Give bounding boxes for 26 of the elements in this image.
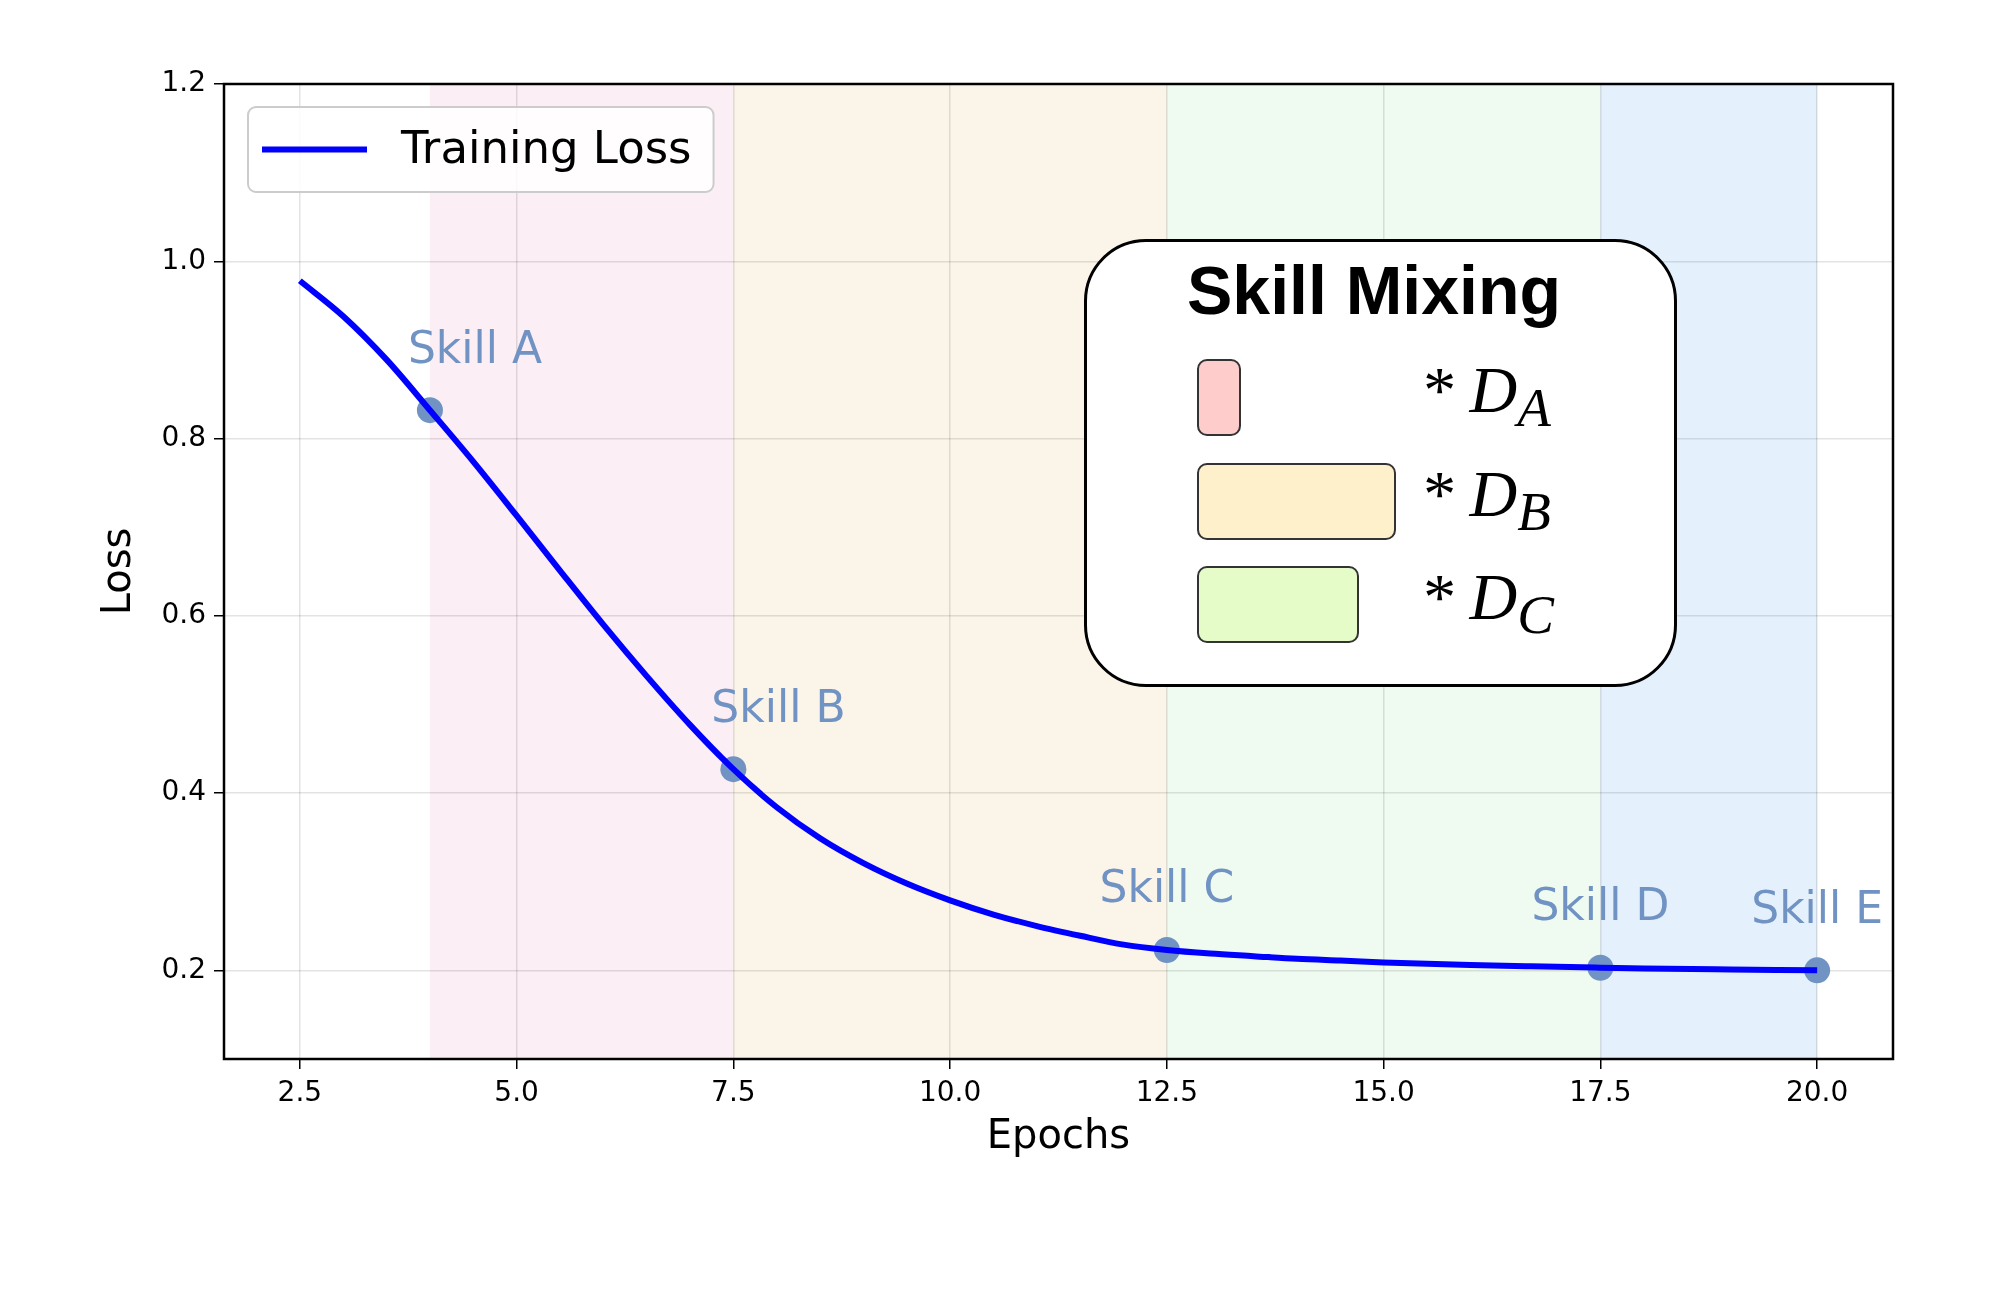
- annotation: Skill D: [1531, 879, 1670, 931]
- x-tick-label: 2.5: [277, 1075, 323, 1109]
- y-tick-label: 0.4: [161, 774, 206, 808]
- annotation: Skill B: [711, 680, 846, 732]
- x-tick-label: 12.5: [1135, 1075, 1199, 1109]
- y-tick-label: 0.2: [161, 951, 206, 985]
- y-axis-title: Loss: [93, 527, 140, 616]
- x-axis-title: Epochs: [986, 1111, 1131, 1158]
- x-tick-label: 15.0: [1352, 1075, 1415, 1109]
- annotation: Skill E: [1751, 881, 1884, 933]
- annotation: * D$_{C}$: [1420, 559, 1554, 646]
- x-tick-label: 20.0: [1785, 1075, 1849, 1109]
- legend-label: Training Loss: [400, 121, 692, 175]
- annotation: * D$_{B}$: [1420, 455, 1551, 542]
- x-tick-label: 10.0: [918, 1075, 982, 1109]
- annotation: * D$_{A}$: [1420, 352, 1551, 439]
- y-tick-label: 1.2: [161, 65, 206, 99]
- y-tick-label: 1.0: [161, 242, 206, 276]
- x-tick-label: 17.5: [1569, 1075, 1632, 1109]
- x-tick-label: 5.0: [494, 1075, 539, 1109]
- y-tick-label: 0.6: [161, 597, 206, 631]
- annotation: Skill C: [1099, 861, 1235, 913]
- annotation: Skill A: [407, 321, 543, 373]
- x-tick-label: 7.5: [711, 1075, 756, 1109]
- y-tick-label: 0.8: [161, 419, 206, 453]
- annotation: Skill Mixing: [1185, 251, 1563, 330]
